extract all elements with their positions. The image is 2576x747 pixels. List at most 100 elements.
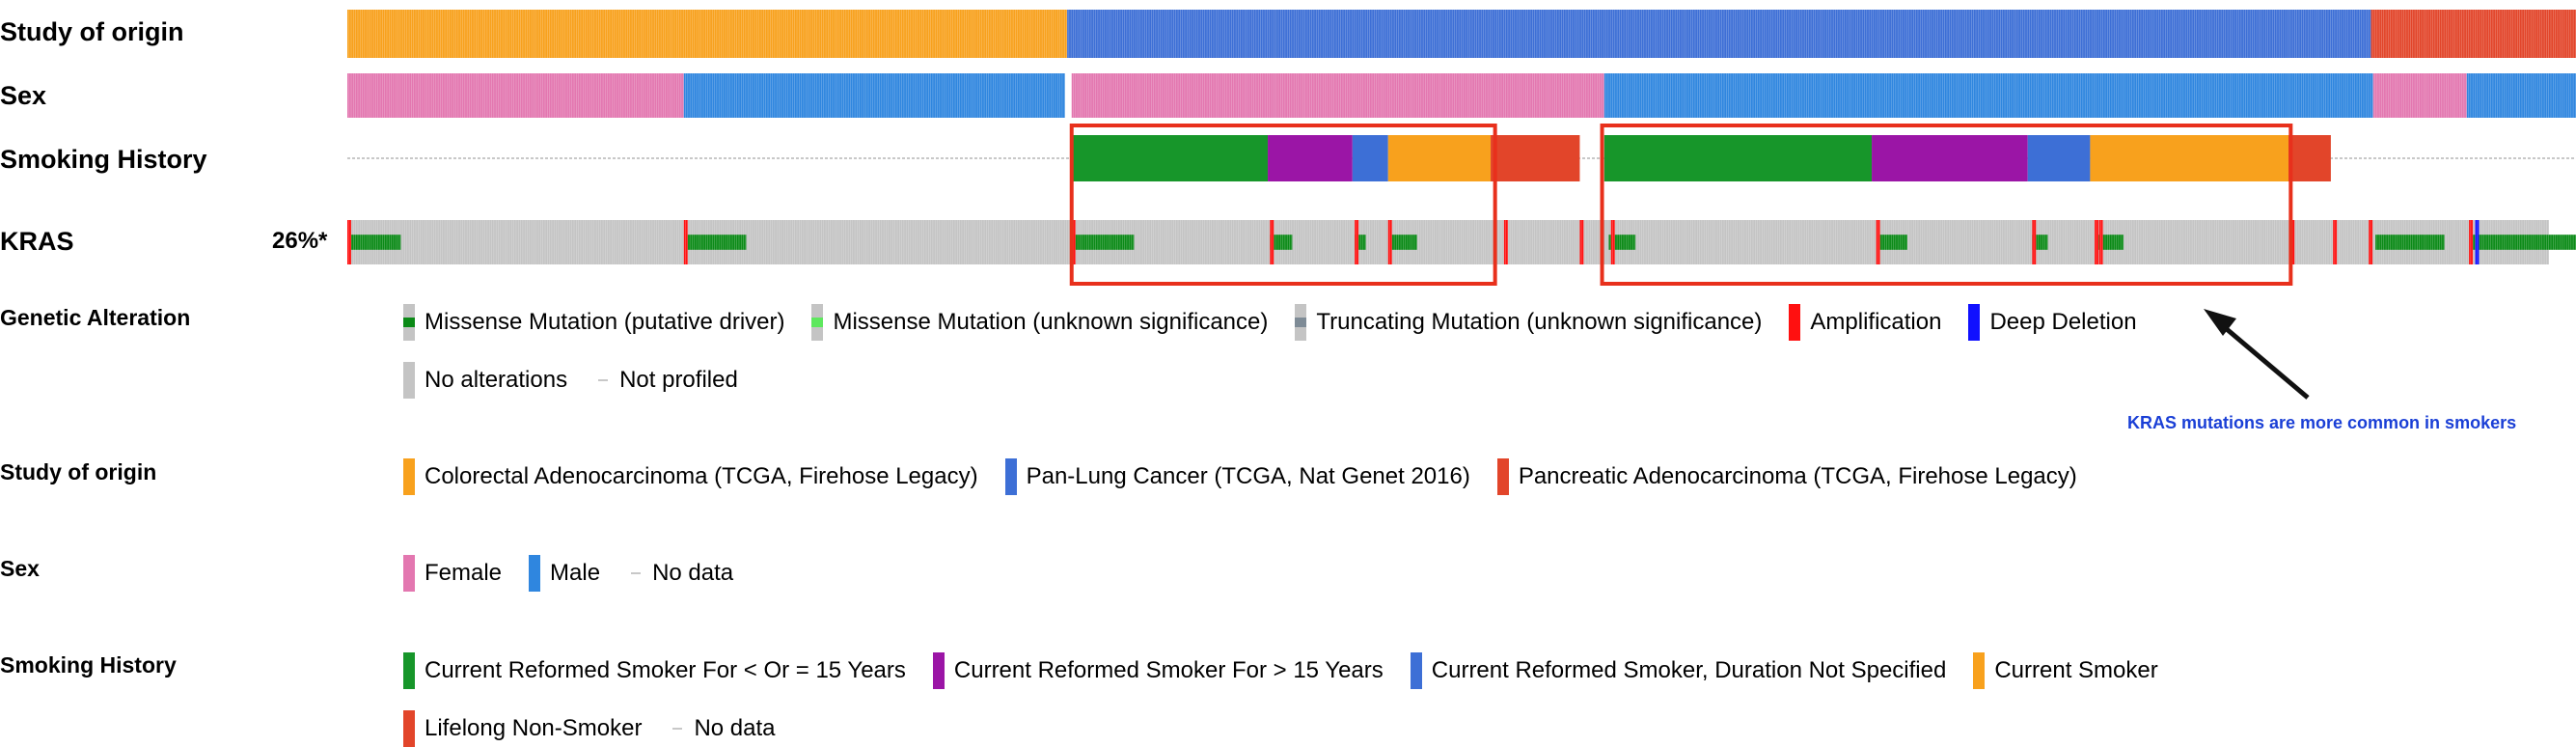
- legend-title-study: Study of origin: [0, 459, 157, 484]
- no-alterations-swatch: [403, 362, 415, 399]
- legend-title-sex: Sex: [0, 556, 40, 581]
- kras-amplification-mark: [2290, 220, 2295, 264]
- oncoprint-chart: [347, 10, 2576, 400]
- not-profiled-swatch: [598, 379, 609, 381]
- legend-genetic-row-2: No alterations Not profiled: [403, 362, 765, 399]
- kras-amplification-mark: [1610, 220, 1615, 264]
- kras-amplification-mark: [1071, 220, 1076, 264]
- kras-missense-mark: [1608, 235, 1636, 250]
- legend-label: Pancreatic Adenocarcinoma (TCGA, Firehos…: [1518, 463, 2077, 489]
- colorectal-swatch: [403, 458, 415, 495]
- legend-item-smoker-le15: Current Reformed Smoker For < Or = 15 Ye…: [403, 652, 906, 689]
- legend-item-colorectal: Colorectal Adenocarcinoma (TCGA, Firehos…: [403, 458, 978, 495]
- deep-deletion-swatch: [1968, 304, 1981, 341]
- kras-missense-mark: [2032, 235, 2048, 250]
- smoking-segment: [1491, 135, 1580, 181]
- male-swatch: [529, 555, 541, 592]
- smoking-segment: [1268, 135, 1353, 181]
- legend-label: Male: [550, 560, 601, 586]
- sex-segment: [1071, 73, 1604, 118]
- legend-label: Current Reformed Smoker For > 15 Years: [953, 657, 1384, 683]
- legend-title-genetic-alteration: Genetic Alteration: [0, 305, 191, 330]
- track-label-kras: KRAS: [0, 227, 74, 256]
- annotation-arrow-shaft: [2219, 322, 2310, 400]
- legend-label: Current Smoker: [1994, 657, 2158, 683]
- legend-label: Missense Mutation (putative driver): [425, 309, 785, 335]
- smoker-unspecified-swatch: [1410, 652, 1422, 689]
- pan-lung-swatch: [1004, 458, 1017, 495]
- legend-label: Pan-Lung Cancer (TCGA, Nat Genet 2016): [1026, 463, 1470, 489]
- kras-missense-mark: [2471, 235, 2576, 250]
- lifelong-non-smoker-swatch: [403, 710, 415, 747]
- legend-item-truncating: Truncating Mutation (unknown significanc…: [1295, 304, 1762, 341]
- highlight-box: [1069, 124, 1497, 286]
- no-data-swatch: [672, 728, 683, 730]
- sex-segment: [2372, 73, 2467, 118]
- sex-segment: [683, 73, 1065, 118]
- smoker-le15-swatch: [403, 652, 415, 689]
- kras-track: [347, 220, 2576, 264]
- legend-item-current-smoker: Current Smoker: [1973, 652, 2158, 689]
- legend-label: Lifelong Non-Smoker: [425, 715, 643, 741]
- legend-genetic-row-1: Missense Mutation (putative driver) Miss…: [403, 304, 2164, 341]
- legend-label: Current Reformed Smoker, Duration Not Sp…: [1431, 657, 1947, 683]
- legend-label: Current Reformed Smoker For < Or = 15 Ye…: [425, 657, 906, 683]
- overlay-stripes: [348, 10, 2576, 264]
- kras-amplification-mark: [1387, 220, 1392, 264]
- legend-study-row: Colorectal Adenocarcinoma (TCGA, Firehos…: [403, 458, 2104, 495]
- smoker-gt15-swatch: [932, 652, 945, 689]
- legend-item-male: Male: [529, 555, 600, 592]
- track-label-study: Study of origin: [0, 17, 184, 46]
- kras-missense-mark: [1270, 235, 1293, 250]
- kras-missense-mark: [1355, 235, 1366, 250]
- annotation-arrow-head: [2204, 309, 2236, 336]
- kras-missense-mark: [686, 235, 747, 250]
- amplification-swatch: [1789, 304, 1801, 341]
- kras-missense-mark: [1074, 235, 1135, 250]
- legend-item-amplification: Amplification: [1789, 304, 1941, 341]
- legend-sex-row: Female Male No data: [403, 555, 760, 592]
- legend-label: No data: [652, 560, 734, 586]
- legend-item-pan-lung: Pan-Lung Cancer (TCGA, Nat Genet 2016): [1004, 458, 1470, 495]
- study-segment: [2370, 10, 2576, 58]
- smoking-segment: [1872, 135, 2028, 181]
- female-swatch: [403, 555, 415, 592]
- smoking-segment: [2027, 135, 2091, 181]
- legend-label: Truncating Mutation (unknown significanc…: [1316, 309, 1763, 335]
- kras-amplification-mark: [2469, 220, 2474, 264]
- legend-item-not-profiled: Not profiled: [594, 367, 738, 394]
- legend-item-lifelong-non-smoker: Lifelong Non-Smoker: [403, 710, 642, 747]
- study-track: [347, 10, 2576, 58]
- kras-missense-mark: [347, 235, 401, 250]
- annotation-arrow: [2204, 309, 2310, 400]
- kras-amplification-mark: [2333, 220, 2338, 264]
- legend-item-no-alterations: No alterations: [403, 362, 567, 399]
- kras-amplification-mark: [2098, 220, 2103, 264]
- sex-segment: [347, 73, 684, 118]
- legend-item-sex-no-data: No data: [627, 560, 733, 587]
- smoking-segment: [2090, 135, 2289, 181]
- smoking-segment: [1352, 135, 1388, 181]
- study-segment: [1067, 10, 2371, 58]
- kras-missense-mark: [2375, 235, 2445, 250]
- legend-smoking-row-2: Lifelong Non-Smoker No data: [403, 710, 803, 747]
- legend-title-smoking: Smoking History: [0, 652, 177, 678]
- legend-item-pancreatic: Pancreatic Adenocarcinoma (TCGA, Firehos…: [1496, 458, 2077, 495]
- missense-unknown-swatch: [811, 304, 824, 341]
- legend-item-deep-deletion: Deep Deletion: [1968, 304, 2137, 341]
- legend-label: Missense Mutation (unknown significance): [833, 309, 1269, 335]
- smoking-segment: [1071, 135, 1269, 181]
- current-smoker-swatch: [1973, 652, 1986, 689]
- missense-driver-swatch: [403, 304, 415, 341]
- sex-track: [347, 73, 2576, 118]
- no-data-swatch: [631, 572, 642, 574]
- legend-item-smoker-gt15: Current Reformed Smoker For > 15 Years: [932, 652, 1384, 689]
- legend-label: Female: [425, 560, 503, 586]
- truncating-swatch: [1295, 304, 1307, 341]
- highlight-boxes: [1069, 124, 2293, 286]
- kras-amplification-mark: [1503, 220, 1508, 264]
- smoking-track: [347, 135, 2576, 181]
- kras-amplification-mark: [2095, 220, 2099, 264]
- smoking-segment: [1387, 135, 1492, 181]
- legend-label: No alterations: [425, 367, 568, 393]
